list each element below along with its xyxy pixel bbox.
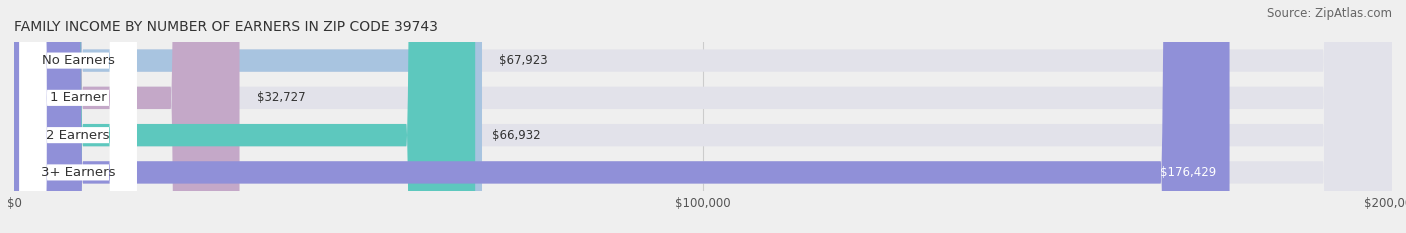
Text: $32,727: $32,727 xyxy=(257,91,305,104)
FancyBboxPatch shape xyxy=(14,0,475,233)
Text: $176,429: $176,429 xyxy=(1160,166,1216,179)
Text: 3+ Earners: 3+ Earners xyxy=(41,166,115,179)
FancyBboxPatch shape xyxy=(20,0,136,233)
FancyBboxPatch shape xyxy=(20,0,136,233)
Text: 2 Earners: 2 Earners xyxy=(46,129,110,142)
FancyBboxPatch shape xyxy=(20,0,136,233)
FancyBboxPatch shape xyxy=(14,0,1392,233)
FancyBboxPatch shape xyxy=(14,0,1392,233)
FancyBboxPatch shape xyxy=(14,0,239,233)
Text: $67,923: $67,923 xyxy=(499,54,548,67)
FancyBboxPatch shape xyxy=(14,0,1392,233)
FancyBboxPatch shape xyxy=(14,0,1230,233)
Text: No Earners: No Earners xyxy=(42,54,114,67)
Text: $66,932: $66,932 xyxy=(492,129,541,142)
FancyBboxPatch shape xyxy=(14,0,1392,233)
FancyBboxPatch shape xyxy=(14,0,482,233)
Text: FAMILY INCOME BY NUMBER OF EARNERS IN ZIP CODE 39743: FAMILY INCOME BY NUMBER OF EARNERS IN ZI… xyxy=(14,20,437,34)
Text: 1 Earner: 1 Earner xyxy=(49,91,107,104)
Text: Source: ZipAtlas.com: Source: ZipAtlas.com xyxy=(1267,7,1392,20)
FancyBboxPatch shape xyxy=(20,0,136,233)
